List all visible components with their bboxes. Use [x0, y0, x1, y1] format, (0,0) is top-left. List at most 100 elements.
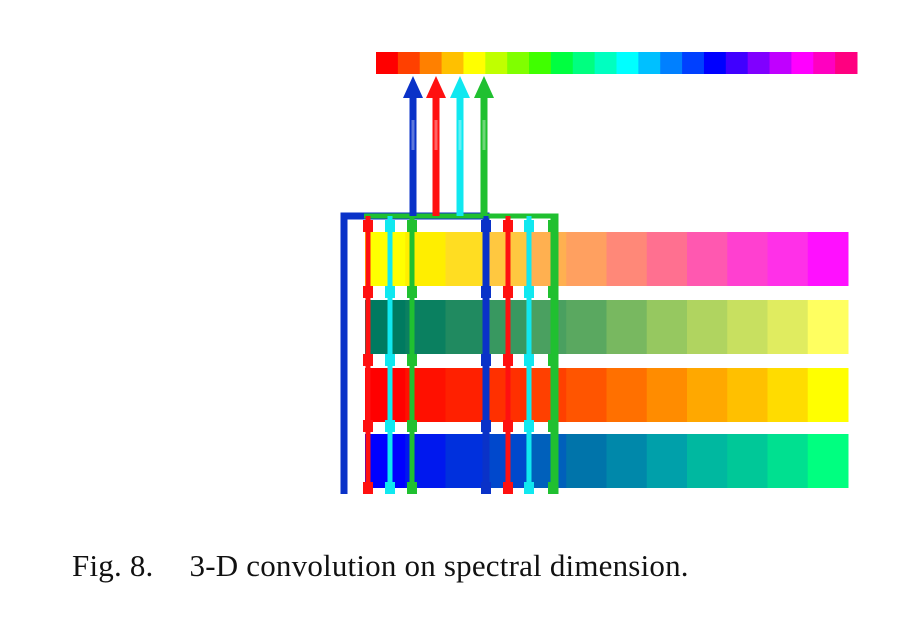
spectrum-cell [682, 52, 705, 74]
band-green-yellow-cell [807, 300, 849, 354]
kernel-node-red [363, 482, 373, 494]
band-blue-green-cell [445, 434, 487, 488]
band-red-yellow-cell [767, 368, 809, 422]
band-blue-green-cell [807, 434, 849, 488]
spectrum-cell [529, 52, 552, 74]
spectrum-cell [616, 52, 639, 74]
band-yellow-magenta-cell [646, 232, 688, 286]
kernel-node-cyan [385, 220, 395, 232]
kernel-node-green [407, 420, 417, 432]
kernel-node-cyan [385, 354, 395, 366]
spectrum-cell [507, 52, 530, 74]
band-red-yellow-cell [526, 368, 567, 422]
band-red-yellow-cell [606, 368, 648, 422]
spectrum-cell [660, 52, 683, 74]
kernel-node-red [503, 220, 513, 232]
kernel-node-cyan [385, 420, 395, 432]
kernel-node-blue [481, 220, 491, 232]
kernel-node-blue [481, 354, 491, 366]
spectrum-cell [572, 52, 596, 74]
band-green-yellow-cell [687, 300, 728, 354]
kernel-node-red [503, 420, 513, 432]
band-red-yellow-cell [687, 368, 728, 422]
kernel-node-red [363, 286, 373, 298]
kernel-node-green [407, 354, 417, 366]
band-yellow-magenta-cell [526, 232, 567, 286]
kernel-node-red [503, 354, 513, 366]
band-blue-green-cell [365, 434, 406, 488]
band-green-yellow-cell [526, 300, 567, 354]
band-yellow-magenta-cell [566, 232, 607, 286]
kernel-node-green [548, 220, 558, 232]
kernel-node-green [548, 482, 558, 494]
band-green-yellow-cell [606, 300, 648, 354]
band-yellow-magenta-cell [807, 232, 849, 286]
kernel-node-green [548, 420, 558, 432]
spectrum-cell [725, 52, 749, 74]
output-spectrum-bar [376, 52, 858, 74]
spectrum-cell [463, 52, 486, 74]
band-red-yellow-cell [566, 368, 607, 422]
spectrum-cell [441, 52, 464, 74]
spectrum-cell [376, 52, 399, 74]
kernel-frame-green [364, 213, 559, 494]
caption-text: 3-D convolution on spectral dimension. [189, 548, 689, 583]
spectrum-cell [485, 52, 508, 74]
kernel-node-cyan [524, 220, 534, 232]
spectrum-cell [594, 52, 617, 74]
kernel-node-cyan [524, 482, 534, 494]
kernel-node-red [503, 482, 513, 494]
band-green-yellow-cell [646, 300, 688, 354]
spectrum-cell [769, 52, 792, 74]
band-green-yellow-cell [566, 300, 607, 354]
band-yellow-magenta-cell [687, 232, 728, 286]
arrowhead-blue [403, 76, 423, 98]
spectrum-cell [747, 52, 771, 74]
kernel-node-cyan [385, 482, 395, 494]
kernel-node-red [503, 286, 513, 298]
band-red-yellow-cell [365, 368, 406, 422]
kernel-node-cyan [385, 286, 395, 298]
convolution-diagram [340, 52, 858, 494]
kernel-node-red [363, 420, 373, 432]
band-yellow-magenta-cell [606, 232, 648, 286]
kernel-node-cyan [524, 354, 534, 366]
spectrum-cell [419, 52, 443, 74]
spectrum-cell [638, 52, 661, 74]
kernel-node-green [548, 354, 558, 366]
band-yellow-magenta-cell [767, 232, 809, 286]
band-red-yellow-cell [445, 368, 487, 422]
caption-label: Fig. 8. [72, 548, 154, 583]
kernel-node-green [548, 286, 558, 298]
spectrum-cell [791, 52, 814, 74]
spectrum-cell [813, 52, 836, 74]
spectrum-cell [703, 52, 727, 74]
band-blue-green-cell [727, 434, 768, 488]
band-blue-green-cell [606, 434, 648, 488]
band-green-yellow-cell [727, 300, 768, 354]
kernel-node-blue [481, 482, 491, 494]
arrowhead-red [426, 76, 446, 98]
arrowhead-green [474, 76, 494, 98]
spectrum-cell [397, 52, 421, 74]
band-yellow-magenta-cell [365, 232, 406, 286]
band-green-yellow-cell [445, 300, 487, 354]
band-yellow-magenta-cell [727, 232, 768, 286]
kernel-node-red [363, 354, 373, 366]
band-green-yellow-cell [365, 300, 406, 354]
kernel-node-green [407, 220, 417, 232]
band-red-yellow-cell [807, 368, 849, 422]
kernel-node-green [407, 482, 417, 494]
arrowhead-cyan [450, 76, 470, 98]
figure-caption: Fig. 8. 3-D convolution on spectral dimen… [72, 548, 689, 584]
band-blue-green-cell [526, 434, 567, 488]
band-blue-green-cell [646, 434, 688, 488]
band-red-yellow-cell [727, 368, 768, 422]
band-blue-green-cell [566, 434, 607, 488]
spectrum-cell [835, 52, 858, 74]
band-blue-green-cell [767, 434, 809, 488]
band-blue-green-cell [687, 434, 728, 488]
kernel-node-cyan [524, 286, 534, 298]
kernel-node-green [407, 286, 417, 298]
output-arrows [403, 76, 494, 216]
